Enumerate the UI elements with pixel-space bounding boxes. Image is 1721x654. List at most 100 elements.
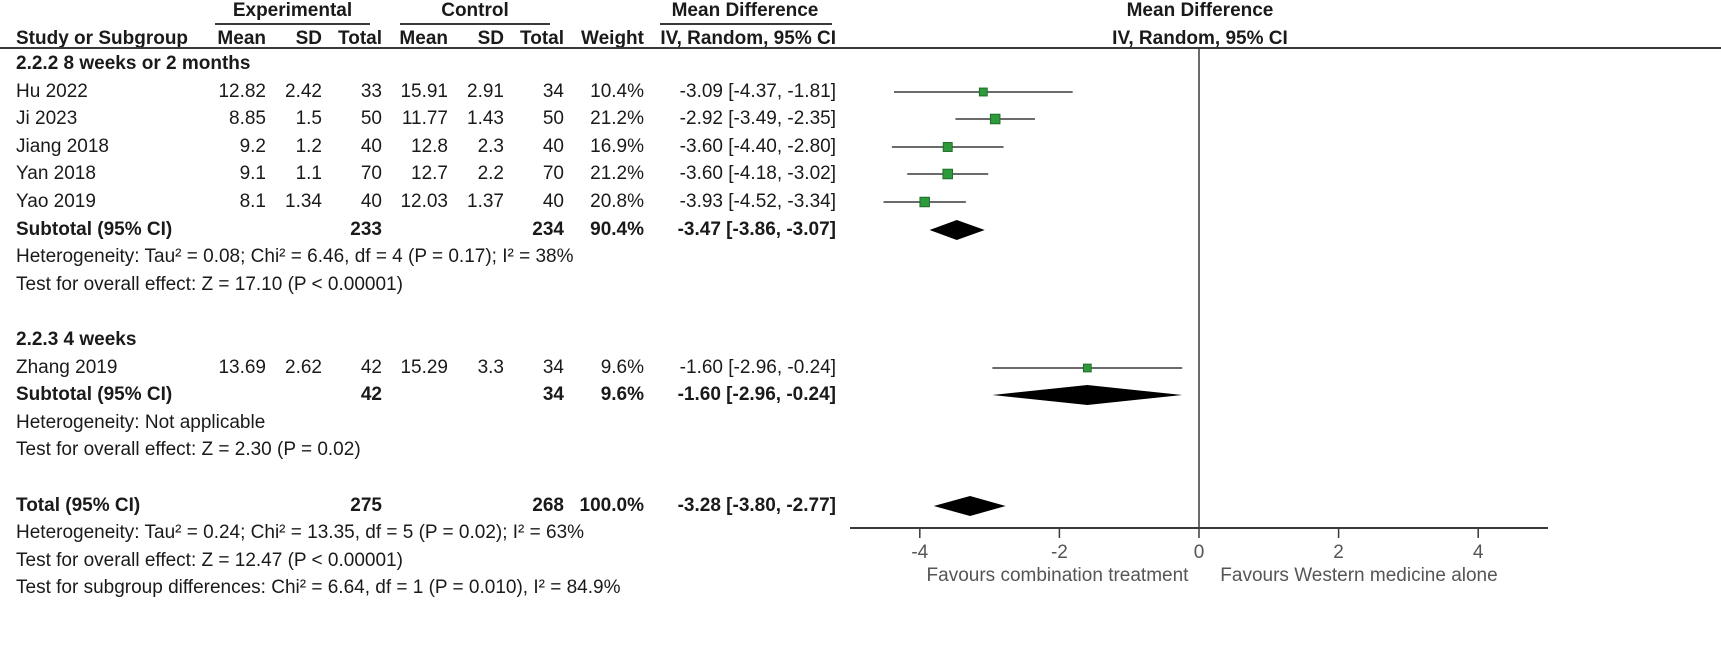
weight-header: Weight xyxy=(581,28,644,49)
study-sd1-cell: 2.62 xyxy=(285,357,322,378)
study-weight-cell: 20.8% xyxy=(590,191,644,212)
study-sd1-cell: 2.42 xyxy=(285,81,322,102)
study-m2-cell: 15.29 xyxy=(400,357,448,378)
study-label: Ji 2023 xyxy=(16,108,78,129)
study-square xyxy=(1082,363,1092,373)
subtotal-n1-cell: 42 xyxy=(360,384,382,405)
study-label: Yan 2018 xyxy=(16,163,96,184)
study-square xyxy=(942,168,953,180)
control-header: Control xyxy=(441,0,509,21)
subtotal-n2-cell: 268 xyxy=(532,495,564,516)
x-tick-label: 2 xyxy=(1333,542,1344,563)
study-n1-cell: 33 xyxy=(360,81,382,102)
study-n2-cell: 34 xyxy=(542,357,564,378)
subtotal-label: Subtotal (95% CI) xyxy=(16,219,173,240)
exp-total-header: Total xyxy=(338,28,382,49)
ctrl-mean-header: Mean xyxy=(399,28,448,49)
study-n1-cell: 70 xyxy=(360,163,382,184)
subtotal-n2-cell: 34 xyxy=(542,384,564,405)
study-m2-cell: 11.77 xyxy=(401,108,448,129)
study-label: Zhang 2019 xyxy=(16,357,118,378)
subtotal-ci-cell: -3.28 [-3.80, -2.77] xyxy=(677,495,836,516)
study-n1-cell: 50 xyxy=(360,108,382,129)
study-weight-cell: 10.4% xyxy=(590,81,644,102)
study-ci-cell: -3.60 [-4.40, -2.80] xyxy=(679,136,836,157)
study-ci-cell: -3.93 [-4.52, -3.34] xyxy=(679,191,836,212)
pooled-diamond xyxy=(933,496,1006,516)
control-underline xyxy=(400,23,550,25)
study-weight-cell: 16.9% xyxy=(590,136,644,157)
md-left-underline xyxy=(660,23,832,25)
study-m1-cell: 12.82 xyxy=(218,81,266,102)
subtotal-label: Total (95% CI) xyxy=(16,495,141,516)
ci-header-right: IV, Random, 95% CI xyxy=(1112,28,1288,49)
subtotal-weight-cell: 9.6% xyxy=(600,384,644,405)
study-m1-cell: 9.2 xyxy=(239,136,266,157)
ctrl-sd-header: SD xyxy=(477,28,504,49)
study-ci-cell: -3.60 [-4.18, -3.02] xyxy=(679,163,836,184)
note-label: Heterogeneity: Tau² = 0.24; Chi² = 13.35… xyxy=(16,522,585,543)
study-ci-cell: -2.92 [-3.49, -2.35] xyxy=(679,108,836,129)
x-tick-label: -2 xyxy=(1051,542,1068,563)
study-sd2-cell: 2.91 xyxy=(467,81,504,102)
study-n1-cell: 40 xyxy=(360,191,382,212)
note-label: Test for overall effect: Z = 2.30 (P = 0… xyxy=(16,439,361,460)
study-ci-cell: -1.60 [-2.96, -0.24] xyxy=(679,357,836,378)
study-sd2-cell: 1.43 xyxy=(467,108,504,129)
study-m1-cell: 8.85 xyxy=(229,108,266,129)
study-weight-cell: 21.2% xyxy=(590,108,644,129)
exp-mean-header: Mean xyxy=(217,28,266,49)
study-sd1-cell: 1.34 xyxy=(285,191,322,212)
ctrl-total-header: Total xyxy=(520,28,564,49)
study-m1-cell: 13.69 xyxy=(218,357,266,378)
x-tick-label: 0 xyxy=(1194,542,1205,563)
study-n1-cell: 42 xyxy=(360,357,382,378)
study-n2-cell: 34 xyxy=(542,81,564,102)
study-sd2-cell: 2.3 xyxy=(477,136,504,157)
study-n2-cell: 40 xyxy=(542,191,564,212)
note-label: Heterogeneity: Not applicable xyxy=(16,412,266,433)
study-column-header: Study or Subgroup xyxy=(16,28,189,49)
study-sd2-cell: 1.37 xyxy=(467,191,504,212)
study-m2-cell: 12.8 xyxy=(411,136,448,157)
study-label: Hu 2022 xyxy=(16,81,88,102)
study-n1-cell: 40 xyxy=(360,136,382,157)
mean-difference-header-left: Mean Difference xyxy=(671,0,819,21)
ci-header-left: IV, Random, 95% CI xyxy=(660,28,836,49)
subtotal-n1-cell: 275 xyxy=(350,495,382,516)
x-tick-label: 4 xyxy=(1473,542,1484,563)
exp-sd-header: SD xyxy=(295,28,322,49)
note-label: Test for subgroup differences: Chi² = 6.… xyxy=(16,577,621,598)
study-m1-cell: 8.1 xyxy=(239,191,266,212)
study-weight-cell: 9.6% xyxy=(600,357,644,378)
study-square xyxy=(978,87,988,97)
study-sd1-cell: 1.2 xyxy=(295,136,322,157)
subgroup-label: 2.2.3 4 weeks xyxy=(16,329,137,350)
header-divider xyxy=(0,47,1721,49)
note-label: Test for overall effect: Z = 12.47 (P < … xyxy=(16,550,403,571)
note-label: Heterogeneity: Tau² = 0.08; Chi² = 6.46,… xyxy=(16,246,574,267)
study-label: Yao 2019 xyxy=(16,191,96,212)
study-square xyxy=(919,196,930,208)
study-ci-cell: -3.09 [-4.37, -1.81] xyxy=(679,81,836,102)
subtotal-ci-cell: -3.47 [-3.86, -3.07] xyxy=(677,219,836,240)
study-n2-cell: 70 xyxy=(542,163,564,184)
study-m1-cell: 9.1 xyxy=(239,163,266,184)
study-label: Jiang 2018 xyxy=(16,136,109,157)
study-n2-cell: 40 xyxy=(542,136,564,157)
study-square xyxy=(942,142,953,152)
study-m2-cell: 15.91 xyxy=(400,81,448,102)
subtotal-n2-cell: 234 xyxy=(532,219,564,240)
study-sd1-cell: 1.1 xyxy=(295,163,322,184)
subtotal-n1-cell: 233 xyxy=(350,219,382,240)
pooled-diamond xyxy=(992,385,1183,405)
study-square xyxy=(989,113,1001,125)
subtotal-label: Subtotal (95% CI) xyxy=(16,384,173,405)
subtotal-weight-cell: 100.0% xyxy=(579,495,644,516)
subtotal-ci-cell: -1.60 [-2.96, -0.24] xyxy=(677,384,836,405)
study-sd1-cell: 1.5 xyxy=(295,108,322,129)
experimental-header: Experimental xyxy=(232,0,353,21)
study-n2-cell: 50 xyxy=(542,108,564,129)
x-tick-label: -4 xyxy=(911,542,928,563)
mean-difference-header-right: Mean Difference xyxy=(1126,0,1274,21)
